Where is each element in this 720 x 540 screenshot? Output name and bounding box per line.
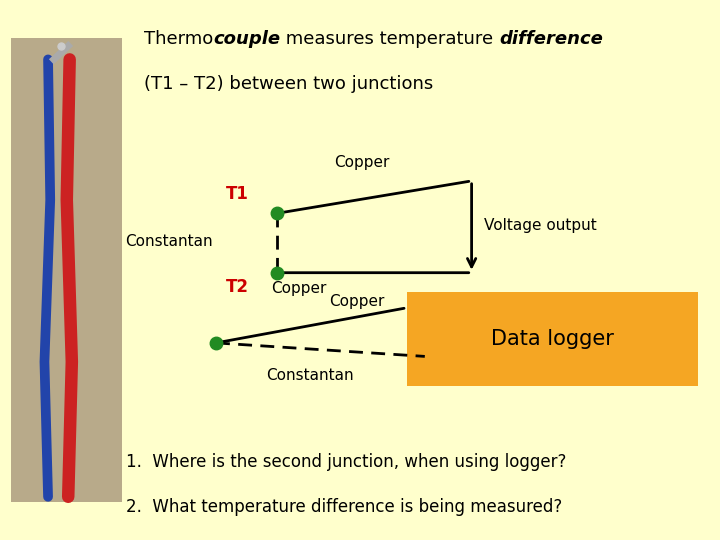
Text: measures temperature: measures temperature: [280, 30, 499, 48]
Text: difference: difference: [499, 30, 603, 48]
Text: 1.  Where is the second junction, when using logger?: 1. Where is the second junction, when us…: [126, 453, 567, 471]
Text: Data logger: Data logger: [491, 329, 614, 349]
Bar: [407, 292, 698, 386]
Text: Copper: Copper: [335, 155, 390, 170]
Text: Copper: Copper: [271, 281, 326, 296]
Text: couple: couple: [213, 30, 280, 48]
Text: 2.  What temperature difference is being measured?: 2. What temperature difference is being …: [126, 497, 562, 516]
Text: T1: T1: [225, 185, 248, 204]
Text: Constantan: Constantan: [125, 234, 212, 249]
Text: T2: T2: [225, 278, 248, 296]
Text: Voltage output: Voltage output: [484, 218, 597, 233]
Text: Thermo: Thermo: [144, 30, 213, 48]
Text: Constantan: Constantan: [266, 368, 354, 383]
Text: Copper: Copper: [329, 294, 384, 309]
Text: (T1 – T2) between two junctions: (T1 – T2) between two junctions: [144, 75, 433, 92]
Bar: [11, 38, 122, 502]
